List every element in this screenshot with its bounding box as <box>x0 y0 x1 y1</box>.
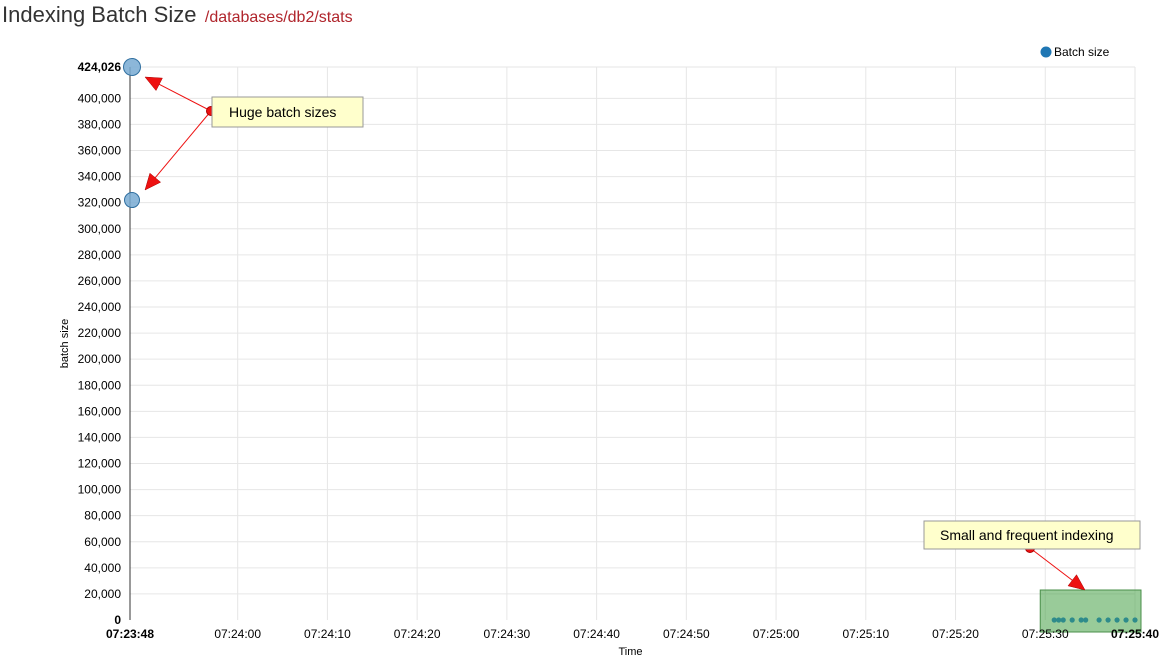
callout-text-huge: Huge batch sizes <box>229 104 336 120</box>
y-tick-label: 140,000 <box>78 430 122 444</box>
data-point[interactable] <box>1069 617 1075 623</box>
y-axis-ticks: 0 20,000 40,000 60,000 80,000 100,000 120,000 1… <box>78 60 122 627</box>
data-point[interactable] <box>1132 617 1138 623</box>
y-tick-label: 200,000 <box>78 352 122 366</box>
y-tick-label: 400,000 <box>78 91 122 105</box>
x-tick-label: 07:24:00 <box>214 627 261 641</box>
y-tick-label: 280,000 <box>78 248 122 262</box>
highlight-region <box>1039 589 1142 633</box>
data-point[interactable] <box>123 58 141 76</box>
y-tick-label: 340,000 <box>78 170 122 184</box>
callout-text-small: Small and frequent indexing <box>940 527 1114 543</box>
data-point[interactable] <box>1114 617 1120 623</box>
y-tick-label: 40,000 <box>84 561 121 575</box>
y-tick-label: 120,000 <box>78 457 122 471</box>
y-tick-label: 160,000 <box>78 404 122 418</box>
database-path-link[interactable]: /databases/db2/stats <box>204 9 353 26</box>
x-tick-label: 07:25:00 <box>753 627 800 641</box>
data-point[interactable] <box>1096 617 1102 623</box>
data-point[interactable] <box>1123 617 1129 623</box>
y-tick-label: 260,000 <box>78 274 122 288</box>
x-axis-ticks: 07:23:48 07:24:00 07:24:10 07:24:20 07:24:30… <box>106 627 1159 641</box>
legend[interactable]: Batch size <box>1040 45 1110 59</box>
arrowhead-small <box>1067 574 1086 591</box>
data-point[interactable] <box>1083 617 1089 623</box>
y-tick-label: 240,000 <box>78 300 122 314</box>
x-tick-label: 07:23:48 <box>106 627 154 641</box>
y-tick-label: 320,000 <box>78 196 122 210</box>
y-tick-label: 300,000 <box>78 222 122 236</box>
y-tick-label: 20,000 <box>84 587 121 601</box>
y-tick-label: 100,000 <box>78 483 122 497</box>
legend-marker <box>1040 46 1052 58</box>
data-point[interactable] <box>1060 617 1066 623</box>
x-tick-label: 07:24:20 <box>394 627 441 641</box>
highlight-layer <box>1039 589 1142 633</box>
data-point[interactable] <box>1056 617 1062 623</box>
data-points <box>123 58 1138 623</box>
y-tick-label: 0 <box>114 613 121 627</box>
x-tick-label: 07:25:30 <box>1022 627 1069 641</box>
x-tick-label: 07:25:10 <box>842 627 889 641</box>
x-tick-label: 07:24:40 <box>573 627 620 641</box>
y-axis-title: batch size <box>59 319 71 369</box>
page-header: Indexing Batch Size /databases/db2/stats <box>2 2 353 28</box>
arrow-huge-top <box>158 83 212 112</box>
arrowhead-huge-bottom <box>144 172 162 191</box>
data-point[interactable] <box>1078 617 1084 623</box>
y-tick-label: 180,000 <box>78 378 122 392</box>
y-tick-label: 424,026 <box>78 60 122 74</box>
x-tick-label: 07:25:40 <box>1111 627 1159 641</box>
data-point[interactable] <box>1105 617 1111 623</box>
data-point[interactable] <box>124 192 140 209</box>
page-title: Indexing Batch Size <box>2 2 197 27</box>
arrowhead-huge-top <box>144 76 163 92</box>
y-tick-label: 60,000 <box>84 535 121 549</box>
x-tick-label: 07:24:10 <box>304 627 351 641</box>
callout-small-frequent: Small and frequent indexing <box>923 520 1141 591</box>
x-axis-title: Time <box>618 646 642 655</box>
callout-box-huge <box>211 96 364 128</box>
legend-label: Batch size <box>1054 45 1110 59</box>
y-tick-label: 220,000 <box>78 326 122 340</box>
y-tick-label: 360,000 <box>78 144 122 158</box>
x-tick-label: 07:25:20 <box>932 627 979 641</box>
x-tick-label: 07:24:30 <box>484 627 531 641</box>
callout-huge-batch: Huge batch sizes <box>144 76 364 191</box>
arrow-huge-bottom <box>154 110 212 179</box>
data-point[interactable] <box>1051 617 1057 623</box>
y-tick-label: 380,000 <box>78 117 122 131</box>
x-tick-label: 07:24:50 <box>663 627 710 641</box>
y-tick-label: 80,000 <box>84 509 121 523</box>
arrow-small <box>1029 547 1073 581</box>
callout-box-small <box>923 520 1141 550</box>
